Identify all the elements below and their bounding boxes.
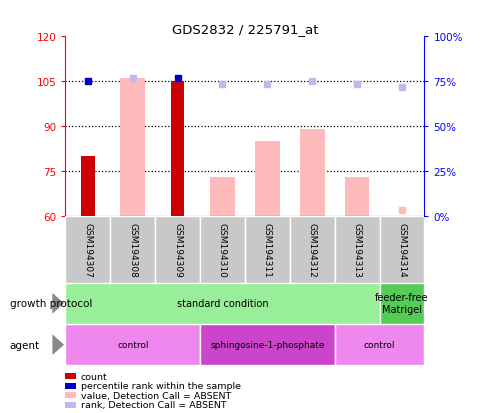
Bar	[210, 178, 234, 217]
Bar	[299, 130, 324, 217]
Text: GSM194313: GSM194313	[352, 222, 361, 277]
Bar	[334, 217, 378, 283]
Bar	[378, 217, 424, 283]
Text: GSM194312: GSM194312	[307, 222, 316, 277]
Text: growth protocol: growth protocol	[10, 299, 92, 309]
Bar	[244, 217, 289, 283]
Bar	[199, 217, 244, 283]
Bar	[344, 178, 369, 217]
Text: GSM194308: GSM194308	[128, 222, 137, 277]
Bar	[65, 324, 199, 366]
Text: GSM194311: GSM194311	[262, 222, 272, 277]
Text: sphingosine-1-phosphate: sphingosine-1-phosphate	[210, 340, 324, 349]
Bar	[378, 283, 424, 324]
Bar	[199, 324, 334, 366]
Bar	[255, 142, 279, 217]
Text: agent: agent	[10, 340, 40, 350]
Bar	[81, 157, 94, 217]
Bar	[65, 283, 378, 324]
Text: GSM194309: GSM194309	[173, 222, 182, 277]
Text: percentile rank within the sample: percentile rank within the sample	[81, 381, 241, 390]
Text: GSM194310: GSM194310	[217, 222, 227, 277]
Text: rank, Detection Call = ABSENT: rank, Detection Call = ABSENT	[81, 400, 226, 409]
Text: value, Detection Call = ABSENT: value, Detection Call = ABSENT	[81, 391, 231, 400]
Polygon shape	[52, 293, 64, 314]
Text: GSM194314: GSM194314	[396, 222, 406, 277]
Bar	[334, 324, 424, 366]
Text: count: count	[81, 372, 107, 381]
Text: control: control	[363, 340, 394, 349]
Bar	[289, 217, 334, 283]
Text: control: control	[117, 340, 148, 349]
Text: GSM194307: GSM194307	[83, 222, 92, 277]
Bar	[120, 79, 145, 217]
Bar	[65, 217, 110, 283]
Bar	[155, 217, 200, 283]
Bar	[170, 82, 184, 217]
Bar	[110, 217, 155, 283]
Title: GDS2832 / 225791_at: GDS2832 / 225791_at	[171, 23, 318, 36]
Text: standard condition: standard condition	[176, 299, 268, 309]
Polygon shape	[52, 335, 64, 355]
Text: feeder-free
Matrigel: feeder-free Matrigel	[375, 293, 428, 314]
